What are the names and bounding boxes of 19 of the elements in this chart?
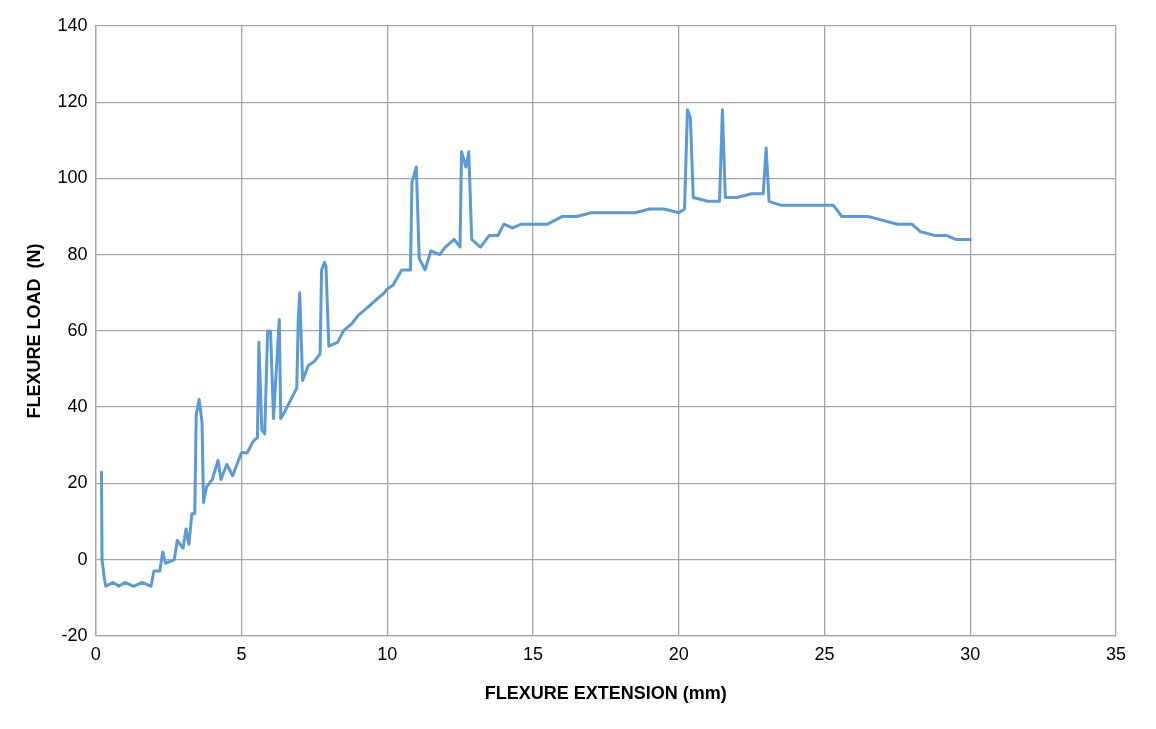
x-axis-title: FLEXURE EXTENSION (mm) — [484, 683, 727, 704]
x-tick-label: 10 — [377, 643, 398, 664]
x-tick-label: 5 — [236, 643, 247, 664]
x-tick-label: 30 — [960, 643, 981, 664]
x-tick-label: 15 — [522, 643, 543, 664]
y-tick-label: 20 — [67, 472, 88, 493]
y-tick-label: 60 — [67, 319, 88, 340]
x-tick-label: 25 — [814, 643, 835, 664]
y-tick-label: 120 — [57, 91, 88, 112]
y-axis-title: FLEXURE LOAD (N) — [23, 243, 44, 419]
y-tick-label: 80 — [67, 243, 88, 264]
y-tick-label: 40 — [67, 396, 88, 417]
y-tick-label: 100 — [57, 167, 88, 188]
x-tick-label: 20 — [668, 643, 689, 664]
y-tick-label: 140 — [57, 14, 88, 35]
x-tick-label: 0 — [90, 643, 101, 664]
x-tick-label: 35 — [1105, 643, 1127, 664]
y-tick-label: -20 — [61, 624, 88, 645]
y-tick-label: 0 — [77, 548, 88, 569]
